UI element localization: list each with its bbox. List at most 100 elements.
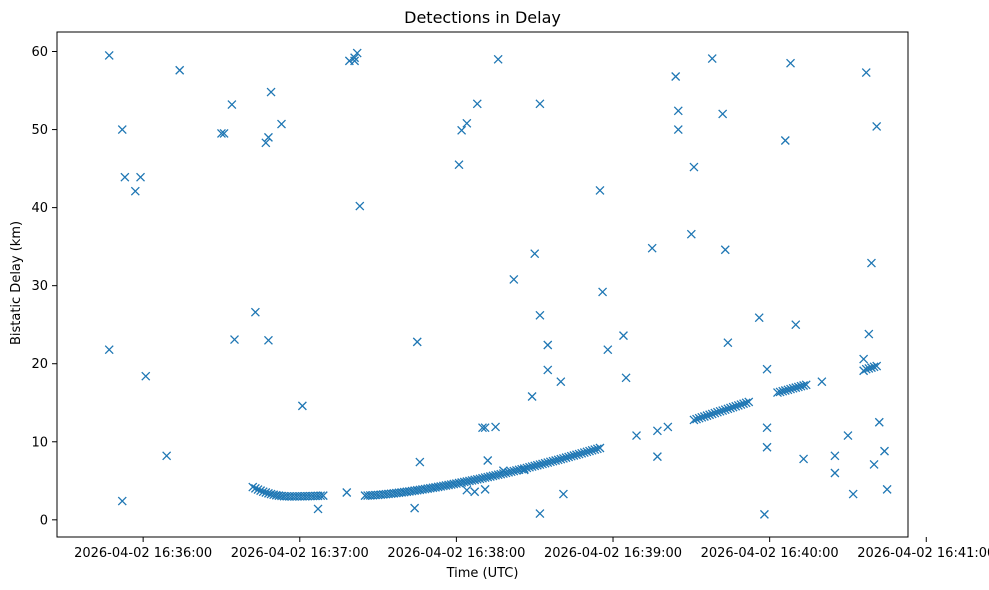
data-point-marker	[506, 467, 516, 477]
data-point-marker	[791, 383, 801, 393]
data-point-marker	[647, 243, 657, 253]
data-point-marker	[491, 470, 501, 480]
data-point-marker	[592, 444, 602, 454]
data-point-marker	[830, 451, 840, 461]
data-point-marker	[733, 400, 743, 410]
data-point-marker	[483, 456, 493, 465]
data-point-marker	[579, 448, 589, 458]
data-point-marker	[509, 466, 519, 476]
data-point-marker	[535, 99, 545, 109]
data-point-marker	[313, 504, 323, 514]
data-point-marker	[796, 381, 806, 391]
data-point-marker	[410, 503, 420, 513]
data-point-marker	[467, 475, 477, 485]
data-point-marker	[316, 491, 326, 501]
data-point-marker	[632, 431, 641, 440]
data-point-marker	[673, 106, 683, 116]
data-point-marker	[780, 386, 790, 395]
data-point-marker	[720, 405, 730, 415]
data-point-marker	[130, 186, 140, 196]
data-point-marker	[621, 373, 631, 383]
data-point-marker	[799, 454, 809, 464]
data-point-marker	[728, 402, 738, 412]
data-point-marker	[545, 457, 555, 467]
data-point-marker	[720, 245, 730, 255]
y-tick-label: 0	[40, 513, 48, 528]
y-tick-label: 10	[31, 435, 48, 450]
data-point-marker	[175, 65, 185, 75]
x-tick-label: 2026-04-02 16:37:00	[231, 546, 369, 561]
data-point-marker	[864, 329, 874, 339]
data-point-marker	[590, 445, 600, 455]
data-point-marker	[551, 456, 561, 465]
data-point-marker	[491, 422, 501, 432]
data-point-marker	[762, 442, 772, 452]
data-point-marker	[263, 132, 273, 142]
data-point-marker	[485, 472, 495, 481]
data-point-marker	[788, 383, 798, 393]
data-point-marker	[509, 274, 519, 284]
data-point-marker	[866, 363, 876, 373]
data-point-marker	[874, 417, 884, 427]
data-point-marker	[859, 354, 869, 364]
data-point-marker	[527, 392, 537, 401]
data-point-marker	[227, 100, 237, 110]
data-point-marker	[496, 469, 506, 479]
data-point-marker	[801, 380, 811, 390]
data-point-marker	[775, 387, 785, 397]
data-point-marker	[297, 401, 307, 411]
y-tick-label: 20	[31, 357, 48, 372]
data-point-marker	[558, 453, 568, 463]
data-point-marker	[263, 488, 273, 498]
data-point-marker	[462, 485, 472, 495]
data-point-marker	[527, 462, 537, 472]
data-point-marker	[104, 345, 114, 355]
data-point-marker	[869, 459, 879, 469]
data-point-marker	[715, 406, 725, 416]
data-point-marker	[577, 448, 587, 458]
data-point-marker	[266, 87, 276, 97]
data-point-marker	[866, 258, 876, 268]
plot-area: 2026-04-02 16:36:00 2026-04-02 16:37:00 20…	[31, 31, 989, 561]
data-point-marker	[707, 409, 717, 419]
data-point-marker	[705, 410, 715, 420]
data-point-marker	[462, 477, 472, 486]
data-point-marker	[261, 488, 271, 497]
data-point-marker	[504, 467, 514, 477]
data-point-marker	[799, 381, 809, 390]
data-point-marker	[652, 452, 662, 462]
data-point-marker	[501, 468, 511, 478]
data-point-marker	[535, 310, 545, 320]
data-point-marker	[480, 423, 490, 433]
data-point-marker	[256, 486, 266, 496]
data-point-marker	[754, 313, 764, 323]
data-point-marker	[483, 472, 493, 482]
data-point-marker	[318, 491, 328, 501]
data-point-marker	[718, 406, 728, 416]
data-point-marker	[540, 458, 550, 468]
data-point-marker	[736, 400, 746, 410]
data-point-marker	[603, 345, 613, 355]
data-point-marker	[543, 340, 553, 350]
data-point-marker	[517, 464, 527, 474]
data-point-marker	[548, 456, 558, 466]
data-point-marker	[619, 331, 628, 341]
y-axis-label: Bistatic Delay (km)	[9, 221, 24, 345]
data-point-marker	[470, 487, 480, 497]
data-point-marker	[472, 474, 482, 484]
data-point-marker	[472, 99, 482, 109]
data-point-marker	[872, 121, 882, 131]
x-tick-label: 2026-04-02 16:36:00	[74, 546, 212, 561]
data-point-marker	[739, 399, 749, 409]
x-tick-label: 2026-04-02 16:41:00	[857, 546, 989, 561]
data-point-marker	[564, 452, 574, 462]
data-point-marker	[859, 366, 869, 376]
data-point-marker	[464, 476, 474, 486]
y-tick-label: 30	[31, 279, 48, 294]
data-point-marker	[558, 489, 568, 499]
data-point-marker	[556, 377, 566, 387]
data-point-marker	[726, 403, 735, 413]
data-point-marker	[880, 446, 889, 456]
